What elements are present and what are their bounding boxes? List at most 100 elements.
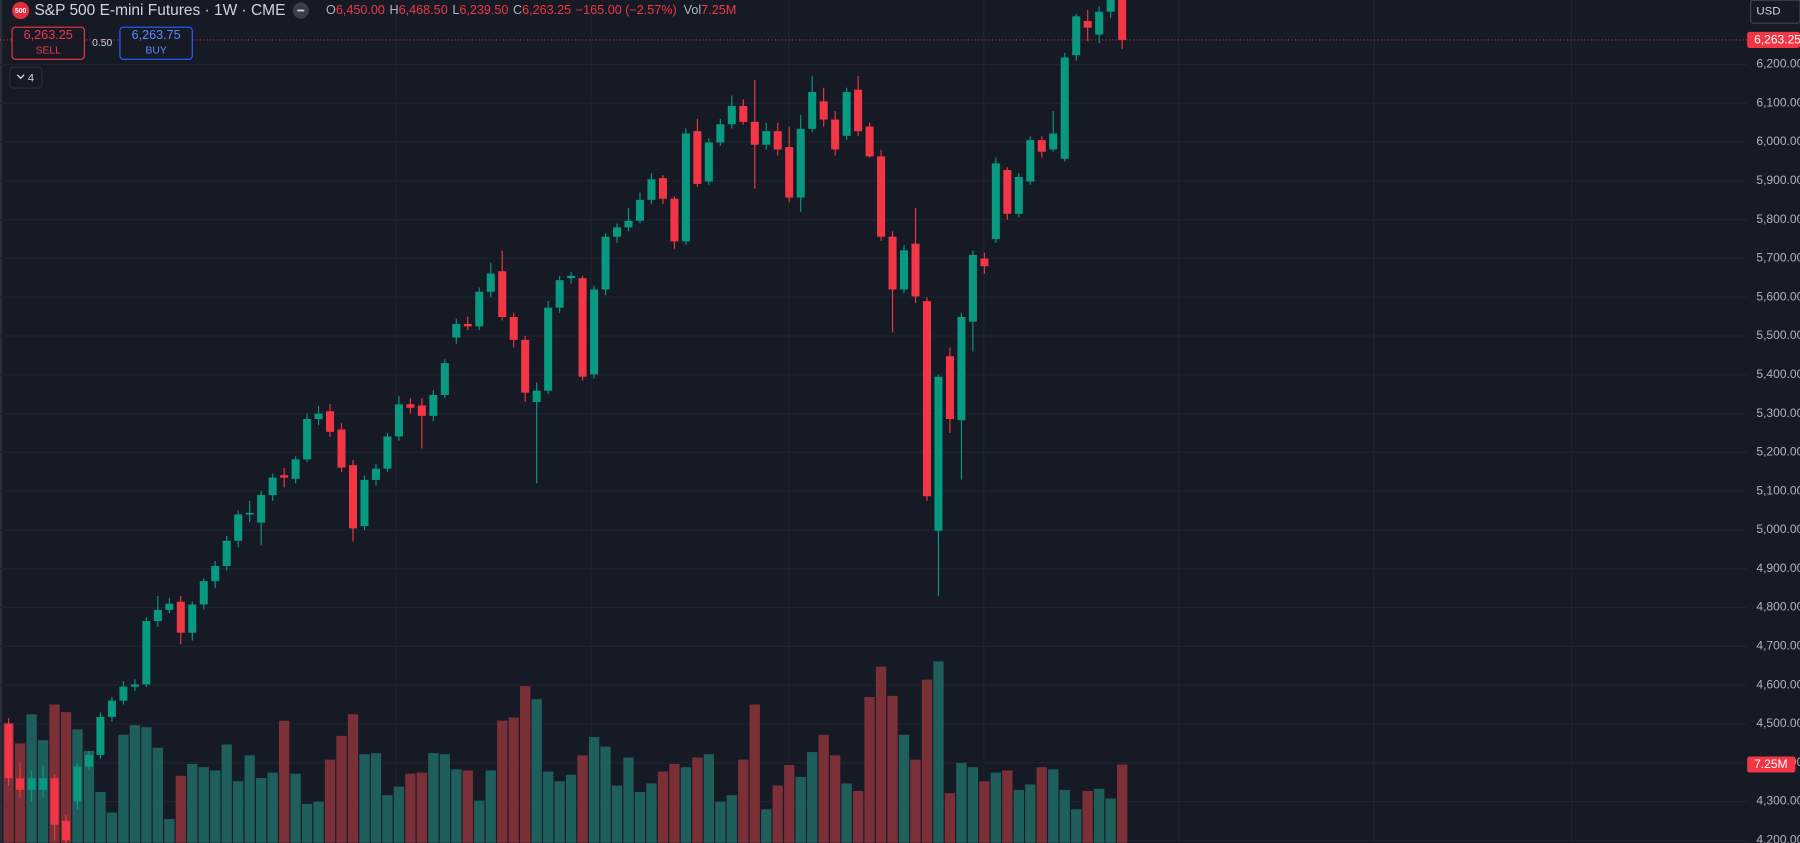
volume-bar	[393, 786, 405, 843]
last-volume-badge	[1747, 756, 1796, 773]
candle-body	[245, 512, 254, 515]
candle-body	[681, 133, 690, 242]
volume-value: 7.25M	[701, 3, 736, 17]
volume-bar	[497, 720, 508, 843]
volume-bar	[164, 819, 175, 843]
volume-bar	[49, 704, 60, 843]
candle-body	[831, 119, 840, 150]
volume-bar	[703, 754, 715, 843]
candle-body	[796, 128, 805, 198]
candle-body	[991, 163, 1000, 240]
candle-body	[785, 147, 794, 198]
candle-body	[406, 404, 415, 408]
volume-bar	[233, 781, 244, 843]
sell-price: 6,263.25	[24, 28, 73, 42]
volume-bar	[1002, 770, 1013, 843]
buy-button[interactable]	[119, 26, 193, 60]
y-tick-label: 4,500.00	[1756, 716, 1800, 730]
volume-bar	[520, 686, 531, 843]
candle-body	[762, 131, 771, 145]
candle-body	[601, 236, 610, 290]
currency-box[interactable]	[1750, 0, 1800, 24]
y-tick-label: 6,000.00	[1756, 134, 1800, 148]
candle-body	[486, 273, 495, 292]
candle-body	[1060, 57, 1069, 159]
y-tick-label: 5,800.00	[1756, 212, 1800, 226]
indicator-toggle[interactable]	[9, 66, 43, 89]
volume-bar	[210, 770, 221, 843]
y-tick-label: 5,500.00	[1756, 328, 1800, 342]
volume-bar	[749, 704, 760, 843]
volume-bar	[95, 792, 106, 843]
volume-bar	[60, 712, 72, 843]
volume-bar	[267, 772, 278, 843]
candle-body	[268, 477, 277, 496]
candle-body	[739, 105, 748, 122]
volume-bar	[887, 695, 898, 843]
candle-body	[337, 429, 346, 468]
y-tick-label: 5,300.00	[1756, 406, 1800, 420]
volume-bar	[738, 759, 749, 843]
volume-bar	[1116, 764, 1128, 843]
volume-bar	[611, 785, 623, 843]
candle-body	[922, 301, 931, 497]
volume-bar	[347, 714, 359, 843]
volume-bar	[898, 734, 910, 843]
volume-bar	[623, 757, 634, 843]
volume-bar	[382, 795, 393, 843]
candle-body	[475, 291, 484, 327]
volume-bar	[784, 765, 795, 843]
volume-bar	[187, 763, 198, 843]
y-tick-label: 4,300.00	[1756, 794, 1800, 808]
volume-bar	[829, 755, 841, 843]
volume-bar	[106, 812, 118, 843]
volume-bar	[795, 776, 806, 843]
volume-bar	[669, 763, 680, 843]
volume-bar	[715, 801, 726, 843]
volume-bar	[129, 725, 141, 843]
ohlc-value: 6,450.00	[336, 3, 385, 17]
sell-button[interactable]	[11, 26, 85, 60]
y-tick-label: 6,100.00	[1756, 95, 1800, 109]
y-tick-label: 5,400.00	[1756, 367, 1800, 381]
candle-body	[509, 316, 518, 340]
candle-body	[854, 89, 863, 132]
ohlc-key: H	[390, 3, 399, 17]
candle-body	[119, 686, 128, 701]
candle-body	[670, 198, 679, 242]
candle-body	[360, 479, 369, 527]
candle-body	[911, 243, 920, 297]
buy-label: BUY	[145, 45, 166, 56]
volume-bar	[818, 734, 829, 843]
candle-body	[532, 390, 541, 402]
volume-bar	[565, 774, 577, 843]
candle-body	[211, 566, 220, 582]
candle-body	[165, 603, 174, 610]
volume-bar	[1094, 788, 1105, 843]
volume-bar	[772, 785, 783, 843]
candle-body	[567, 275, 576, 279]
volume-bar	[761, 809, 772, 843]
candle-body	[188, 604, 197, 633]
candle-body	[1014, 176, 1023, 214]
volume-bar	[301, 803, 313, 843]
ohlc-legend: O6,450.00 H6,468.50 L6,239.50 C6,263.25 −165…	[326, 3, 736, 17]
symbol-icon[interactable]	[12, 1, 30, 20]
y-tick-label: 5,000.00	[1756, 522, 1800, 536]
candle-body	[498, 271, 507, 317]
y-tick-label: 5,200.00	[1756, 445, 1800, 459]
ohlc-value: 6,468.50	[399, 3, 448, 17]
chart-title[interactable]: S&P 500 E-mini Futures · 1W · CME	[34, 2, 285, 19]
candle-body	[865, 126, 874, 157]
volume-bar	[1025, 784, 1036, 843]
chevron-icon	[16, 74, 25, 80]
candle-body	[348, 465, 358, 529]
volume-bar	[462, 770, 473, 843]
buy-price: 6,263.75	[132, 28, 181, 42]
volume-bar	[278, 720, 290, 843]
volume-bar	[508, 717, 519, 843]
volume-bar	[405, 773, 416, 843]
volume-bar	[1036, 767, 1047, 843]
